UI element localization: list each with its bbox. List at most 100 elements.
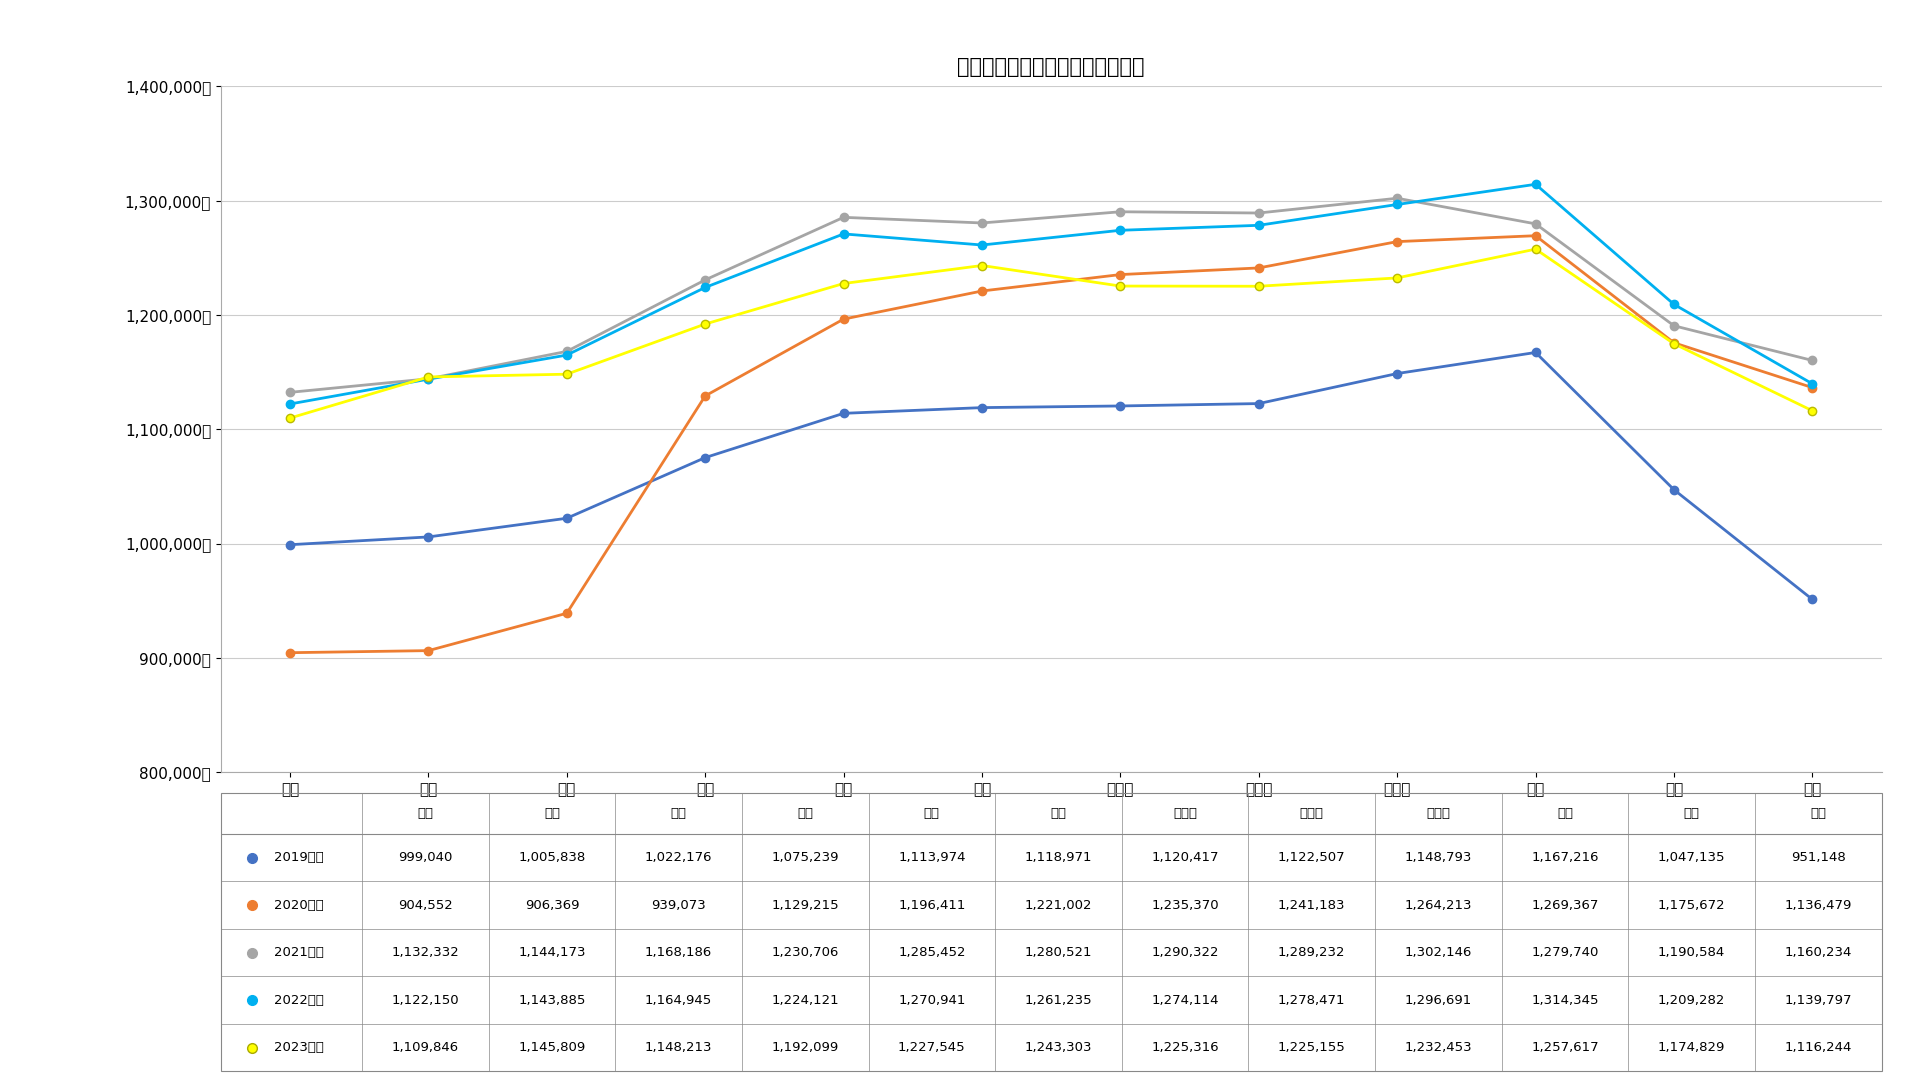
Title: 学習塩の「月別・受講生数」推移: 学習塩の「月別・受講生数」推移 [958,56,1144,77]
Text: 1,164,945: 1,164,945 [645,994,712,1007]
Text: 1,235,370: 1,235,370 [1152,899,1219,912]
Line: 2019年度: 2019年度 [286,349,1816,604]
Line: 2021年度: 2021年度 [286,194,1816,396]
2021年度 [278,386,301,399]
2023年度 [1110,280,1133,293]
Text: 1,190,584: 1,190,584 [1659,946,1726,959]
Text: 1,143,885: 1,143,885 [518,994,586,1007]
2022年度 [1801,377,1824,390]
2019年度 [1663,483,1686,496]
Text: 1,280,521: 1,280,521 [1025,946,1092,959]
Text: １１月: １１月 [1300,807,1323,820]
Text: 1,302,146: 1,302,146 [1405,946,1473,959]
2022年度 [693,281,716,294]
Text: ９月: ９月 [1050,807,1066,820]
2023年度 [693,318,716,330]
2020年度 [1110,268,1133,281]
Text: 1,168,186: 1,168,186 [645,946,712,959]
Text: 1,075,239: 1,075,239 [772,851,839,864]
2019年度 [970,401,993,414]
Text: 1,122,150: 1,122,150 [392,994,459,1007]
2019年度 [278,538,301,551]
2023年度 [1248,280,1271,293]
Text: 1,264,213: 1,264,213 [1405,899,1473,912]
2019年度 [1386,367,1409,380]
2019年度 [693,451,716,464]
2021年度 [970,216,993,229]
Text: １月: １月 [1557,807,1572,820]
2019年度 [831,407,854,420]
Text: 1,122,507: 1,122,507 [1279,851,1346,864]
Text: 1,296,691: 1,296,691 [1405,994,1473,1007]
Text: 1,269,367: 1,269,367 [1532,899,1599,912]
2021年度 [1801,354,1824,367]
Text: 999,040: 999,040 [397,851,453,864]
2021年度 [1110,205,1133,218]
2022年度 [1110,224,1133,237]
Text: 1,257,617: 1,257,617 [1530,1041,1599,1054]
Text: １０月: １０月 [1173,807,1196,820]
Text: 2021年度: 2021年度 [273,946,323,959]
Text: 1,145,809: 1,145,809 [518,1041,586,1054]
Text: 1,174,829: 1,174,829 [1659,1041,1726,1054]
2021年度 [1663,320,1686,333]
2020年度 [831,312,854,325]
Line: 2022年度: 2022年度 [286,180,1816,408]
Line: 2023年度: 2023年度 [286,245,1816,422]
2022年度 [831,228,854,241]
Text: 1,136,479: 1,136,479 [1784,899,1853,912]
2021年度 [1248,206,1271,219]
Text: ４月: ４月 [417,807,434,820]
2021年度 [555,345,578,357]
Text: ７月: ７月 [797,807,814,820]
Text: 1,175,672: 1,175,672 [1657,899,1726,912]
Text: 1,290,322: 1,290,322 [1152,946,1219,959]
Text: 1,261,235: 1,261,235 [1025,994,1092,1007]
Text: 1,022,176: 1,022,176 [645,851,712,864]
Text: 1,225,316: 1,225,316 [1152,1041,1219,1054]
Text: 1,192,099: 1,192,099 [772,1041,839,1054]
Text: 1,279,740: 1,279,740 [1532,946,1599,959]
2022年度 [555,349,578,362]
2019年度 [1801,593,1824,606]
2020年度 [1524,229,1548,242]
Text: 1,232,453: 1,232,453 [1405,1041,1473,1054]
Text: 1,270,941: 1,270,941 [899,994,966,1007]
Text: 1,221,002: 1,221,002 [1025,899,1092,912]
Text: 939,073: 939,073 [651,899,707,912]
Text: 1,109,846: 1,109,846 [392,1041,459,1054]
2019年度 [555,512,578,525]
Text: ５月: ５月 [543,807,561,820]
2022年度 [1248,219,1271,232]
Text: 1,241,183: 1,241,183 [1279,899,1346,912]
Text: 1,285,452: 1,285,452 [899,946,966,959]
2023年度 [278,411,301,424]
2021年度 [1386,192,1409,205]
2020年度 [1801,381,1824,394]
Text: 1,120,417: 1,120,417 [1152,851,1219,864]
Text: 1,289,232: 1,289,232 [1279,946,1346,959]
2022年度 [278,397,301,410]
Text: ２月: ２月 [1684,807,1699,820]
Text: 1,196,411: 1,196,411 [899,899,966,912]
2020年度 [555,607,578,620]
Text: ８月: ８月 [924,807,939,820]
Text: 1,116,244: 1,116,244 [1784,1041,1853,1054]
2023年度 [831,278,854,291]
2022年度 [417,373,440,386]
Text: 1,113,974: 1,113,974 [899,851,966,864]
2023年度 [1524,243,1548,256]
2022年度 [1663,298,1686,311]
2023年度 [1801,404,1824,417]
Text: 2022年度: 2022年度 [273,994,323,1007]
2020年度 [693,390,716,403]
Text: 1,209,282: 1,209,282 [1659,994,1726,1007]
2019年度 [417,530,440,543]
2019年度 [1524,346,1548,359]
Text: 1,314,345: 1,314,345 [1532,994,1599,1007]
2020年度 [1386,235,1409,248]
2021年度 [417,373,440,386]
Text: 1,243,303: 1,243,303 [1025,1041,1092,1054]
Text: 1,129,215: 1,129,215 [772,899,839,912]
Text: 1,274,114: 1,274,114 [1152,994,1219,1007]
